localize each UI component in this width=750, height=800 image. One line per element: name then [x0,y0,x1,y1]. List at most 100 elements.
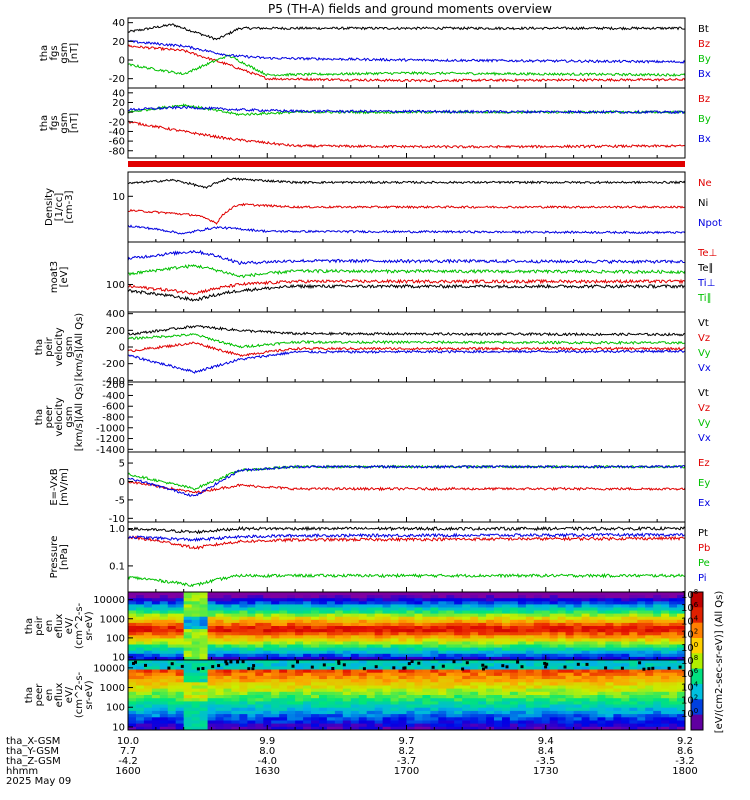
heatmap-cell [438,592,447,596]
heatmap-cell [653,682,662,687]
heatmap-cell [231,647,240,652]
heatmap-cell [629,592,638,596]
heatmap-cell [581,682,591,687]
heatmap-cell [382,701,392,706]
heatmap-cell [207,613,217,618]
heatmap-cell [677,626,685,630]
heatmap-cell [191,598,201,602]
heatmap-cell [136,701,145,706]
heatmap-cell [287,613,296,618]
heatmap-cell [390,592,400,596]
heatmap-cell [151,647,161,652]
heatmap-cell [613,638,622,643]
heatmap-cell [350,710,360,715]
heatmap-cell [279,656,288,660]
heatmap-cell [653,660,662,664]
heatmap-cell [517,604,527,609]
heatmap-noise-mark [392,666,396,670]
series-line-Vy [127,332,686,349]
heatmap-cell [382,656,392,660]
heatmap-cell [613,660,622,664]
heatmap-cell [223,604,233,609]
heatmap-cell [541,675,551,680]
heatmap-cell [398,698,408,702]
heatmap-cell [175,644,185,649]
heatmap-cell [255,604,264,609]
heatmap-cell [342,616,352,621]
heatmap-cell [509,629,519,633]
heatmap-cell [621,682,630,687]
heatmap-cell [358,607,368,612]
heatmap-cell [605,641,614,646]
heatmap-cell [597,619,607,624]
heatmap-noise-mark [604,666,608,670]
heatmap-cell [549,660,559,664]
heatmap-cell [621,663,630,667]
heatmap-cell [549,698,559,702]
heatmap-cell [653,629,662,633]
heatmap-cell [509,616,519,621]
heatmap-cell [605,626,614,630]
heatmap-cell [271,650,280,655]
heatmap-cell [334,647,344,652]
heatmap-cell [470,641,479,646]
heatmap-cell [263,592,272,596]
heatmap-cell [645,610,654,615]
heatmap-cell [565,691,575,696]
time-axis-value: 8.2 [399,746,415,757]
heatmap-cell [486,592,495,596]
heatmap-cell [303,707,312,712]
heatmap-cell [414,616,424,621]
heatmap-cell [279,650,288,655]
heatmap-cell [494,610,503,615]
heatmap-cell [398,610,408,615]
heatmap-cell [430,616,439,621]
heatmap-cell [247,669,256,674]
heatmap-cell [446,704,455,709]
heatmap-cell [581,647,591,652]
heatmap-cell [215,675,225,680]
heatmap-cell [358,669,368,674]
heatmap-cell [533,663,543,667]
heatmap-cell [573,682,583,687]
heatmap-cell [422,701,431,706]
colorbar-tick-exponent: 4 [694,614,699,622]
heatmap-cell [549,685,559,690]
heatmap-cell [183,638,193,643]
heatmap-cell [287,682,296,687]
heatmap-cell [311,726,320,730]
heatmap-cell [502,592,511,596]
heatmap-cell [231,613,240,618]
heatmap-cell [573,714,583,718]
heatmap-cell [334,635,344,639]
heatmap-cell [446,613,455,618]
heatmap-cell [422,604,431,609]
heatmap-cell [287,685,296,690]
time-axis-value: -3.2 [675,756,695,767]
heatmap-cell [549,610,559,615]
heatmap-cell [414,666,424,671]
heatmap-cell [390,669,400,674]
heatmap-cell [382,714,392,718]
heatmap-cell [350,685,360,690]
heatmap-cell [143,679,153,683]
heatmap-cell [565,622,575,627]
heatmap-cell [470,669,479,674]
heatmap-noise-mark [651,666,655,670]
heatmap-cell [454,660,463,664]
heatmap-cell [191,704,201,709]
heatmap-cell [191,622,201,627]
heatmap-cell [207,675,217,680]
heatmap-cell [677,616,685,621]
heatmap-noise-mark [251,667,255,671]
heatmap-cell [382,685,392,690]
heatmap-cell [247,691,256,696]
heatmap-cell [358,723,368,728]
heatmap-cell [454,595,463,599]
heatmap-cell [406,720,416,725]
heatmap-cell [207,685,217,690]
heatmap-cell [279,626,288,630]
heatmap-cell [525,695,535,699]
heatmap-cell [565,595,575,599]
